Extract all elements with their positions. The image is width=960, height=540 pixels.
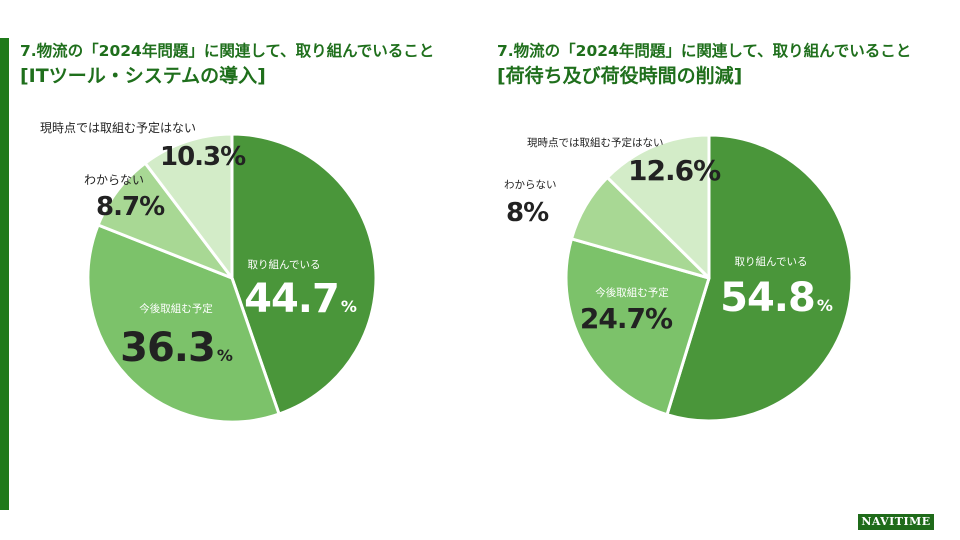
chart-2-label-planned: 今後取組む予定	[595, 286, 669, 299]
chart-1-label-unknown: わからない	[84, 173, 144, 187]
left-accent-bar	[0, 38, 9, 510]
chart-1-value-unknown: 8.7%	[96, 192, 165, 222]
chart-1-value-planned: 36.3%	[120, 325, 233, 371]
chart-2-value-unknown: 8%	[506, 198, 549, 228]
chart-1-slice-planned	[86, 223, 281, 424]
chart-2-label-not-planned: 現時点では取組む予定はない	[527, 136, 664, 149]
chart-2-value-not-planned: 12.6%	[628, 154, 721, 187]
chart-2-slice-planned	[564, 237, 711, 417]
chart-2-title: 7.物流の「2024年問題」に関連して、取り組んでいること [荷待ち及び荷役時間…	[497, 40, 960, 90]
chart-2-title-line2: [荷待ち及び荷役時間の削減]	[497, 65, 743, 87]
chart-2-value-planned: 24.7%	[580, 302, 673, 335]
chart-1-title: 7.物流の「2024年問題」に関連して、取り組んでいること [ITツール・システ…	[20, 40, 482, 90]
chart-1-label-not-planned: 現時点では取組む予定はない	[40, 120, 196, 135]
chart-2-slice-not-planned	[605, 133, 711, 280]
chart-1-slice-doing	[230, 132, 378, 416]
chart-1-slice-not-planned	[143, 132, 234, 280]
chart-2-slice-doing	[665, 133, 854, 423]
chart-1-title-line1: 7.物流の「2024年問題」に関連して、取り組んでいること	[20, 42, 435, 60]
chart-2-value-doing: 54.8%	[720, 275, 833, 321]
chart-1-value-not-planned: 10.3%	[160, 142, 246, 172]
chart-1-value-doing: 44.7%	[244, 276, 357, 322]
chart-1-title-line2: [ITツール・システムの導入]	[20, 65, 266, 87]
chart-2-label-doing: 取り組んでいる	[735, 255, 808, 268]
navitime-logo: NAVITIME	[858, 514, 934, 530]
chart-1-label-doing: 取り組んでいる	[248, 258, 321, 271]
chart-2-label-unknown: わからない	[504, 179, 557, 191]
chart-2-title-line1: 7.物流の「2024年問題」に関連して、取り組んでいること	[497, 42, 912, 60]
chart-1-label-planned: 今後取組む予定	[139, 302, 213, 315]
